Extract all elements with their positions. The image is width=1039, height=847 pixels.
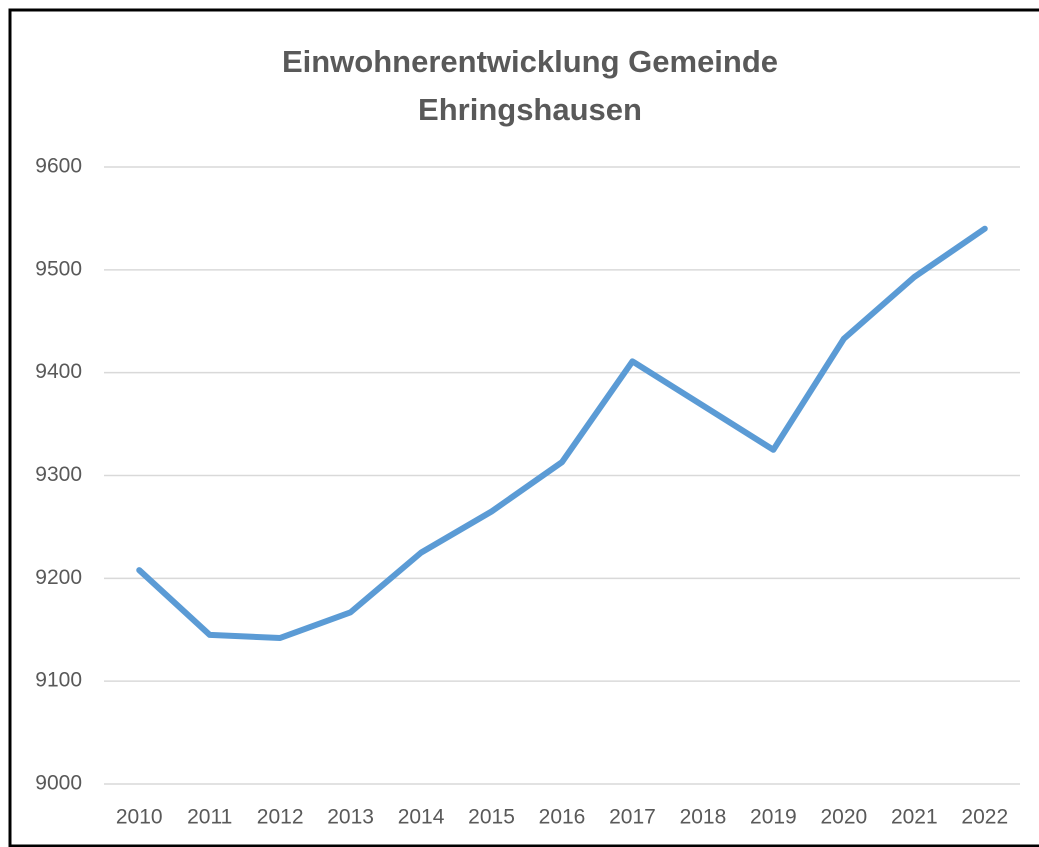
x-tick-label: 2011 (187, 806, 232, 829)
x-tick-label: 2016 (539, 806, 586, 829)
y-tick-label: 9100 (35, 669, 82, 692)
x-tick-label: 2010 (116, 806, 163, 829)
data-line (136, 225, 988, 641)
x-tick-label: 2017 (609, 806, 656, 829)
y-tick-label: 9200 (35, 566, 82, 589)
x-tick-label: 2022 (961, 806, 1008, 829)
x-tick-label: 2012 (257, 806, 304, 829)
x-tick-label: 2015 (468, 806, 515, 829)
x-tick-label: 2014 (398, 806, 445, 829)
x-tick-label: 2013 (327, 806, 374, 829)
y-tick-label: 9000 (35, 772, 82, 795)
x-tick-label: 2018 (680, 806, 727, 829)
y-tick-label: 9300 (35, 463, 82, 486)
chart-frame (8, 8, 1039, 847)
x-tick-label: 2020 (820, 806, 867, 829)
x-tick-label: 2019 (750, 806, 797, 829)
y-tick-label: 9600 (35, 155, 82, 178)
chart-title: Einwohnerentwicklung Gemeinde Ehringshau… (281, 44, 779, 127)
y-tick-label: 9400 (35, 360, 82, 383)
x-tick-label: 2021 (891, 806, 938, 829)
y-tick-label: 9500 (35, 257, 82, 280)
